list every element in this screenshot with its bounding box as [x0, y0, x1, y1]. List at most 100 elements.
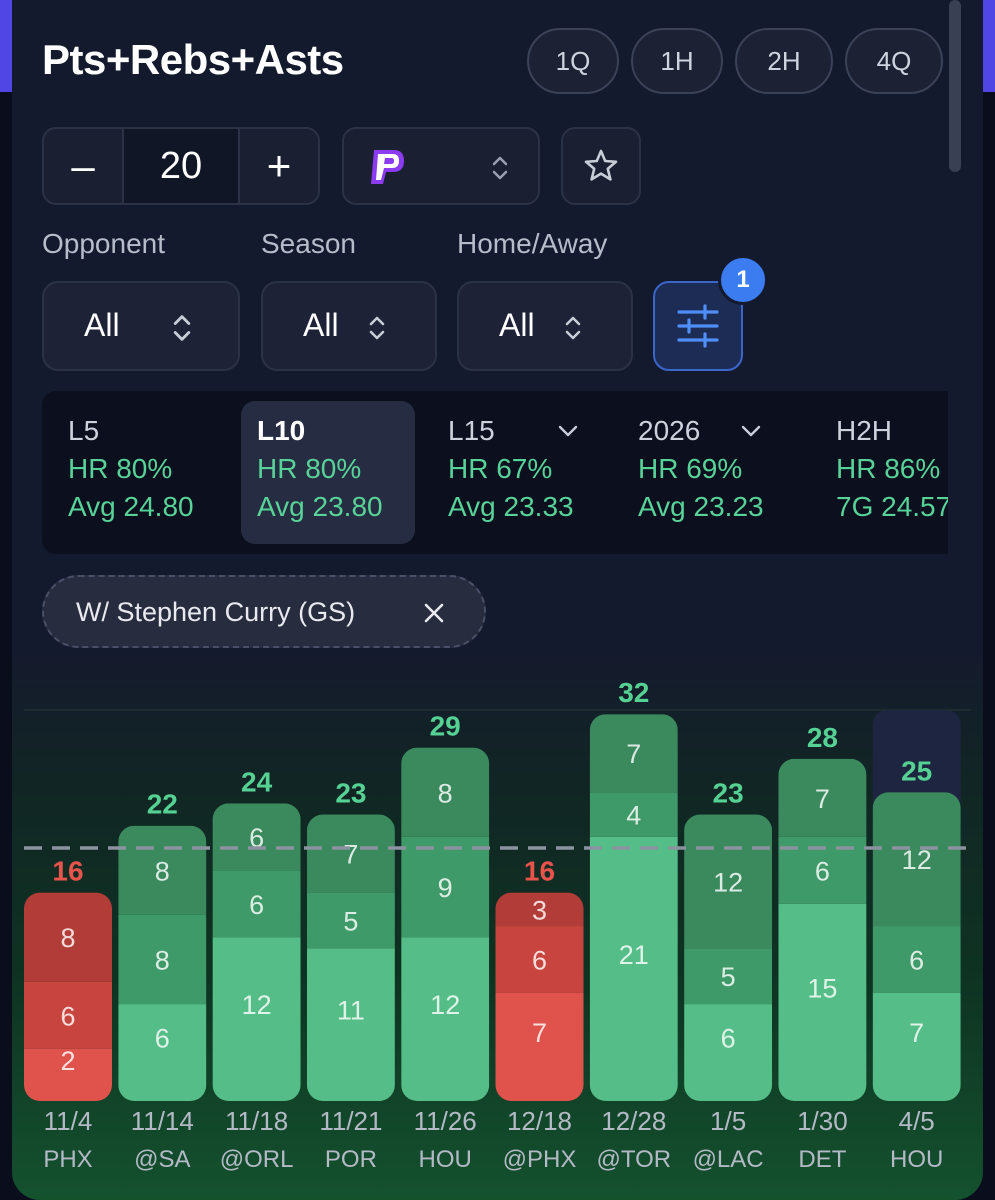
opponent-label: @SA — [134, 1146, 190, 1173]
scrollbar[interactable] — [949, 0, 961, 172]
home-away-label: Home/Away — [457, 228, 608, 259]
bar-segment — [212, 803, 301, 871]
bar-total-label: 24 — [241, 766, 273, 797]
bar-segment — [401, 937, 490, 1101]
bar[interactable] — [306, 814, 395, 1101]
segment-label: 8 — [155, 856, 170, 886]
segment-label: 6 — [721, 1024, 736, 1054]
tab-4q[interactable]: 4Q — [845, 28, 943, 94]
bar-segment — [306, 948, 395, 1101]
stats-strip[interactable]: L5 HR 80% Avg 24.80 L10 HR 80% Avg 23.80… — [42, 391, 948, 554]
opponent-label: DET — [798, 1146, 846, 1173]
home-away-value: All — [499, 307, 535, 343]
bar-segment — [306, 892, 395, 949]
season-select[interactable]: All — [261, 281, 437, 371]
bar-segment — [24, 981, 112, 1049]
segment-label: 3 — [532, 895, 547, 925]
bar-segment — [589, 714, 678, 793]
bar-segment — [872, 792, 961, 927]
sportsbook-select[interactable] — [342, 127, 540, 205]
stat-l5[interactable]: L5 HR 80% Avg 24.80 — [52, 401, 232, 544]
line-stepper: – 20 + — [42, 127, 320, 205]
stat-name: H2H — [836, 415, 893, 446]
bar-total-label: 16 — [52, 856, 83, 887]
bar-total-label: 25 — [901, 755, 932, 786]
star-icon — [584, 149, 618, 181]
bar[interactable] — [872, 792, 961, 1101]
bar[interactable] — [589, 714, 678, 1101]
page-title: Pts+Rebs+Asts — [42, 36, 344, 83]
bar-total-label: 23 — [335, 778, 366, 809]
bar[interactable] — [212, 803, 301, 1101]
bar-total-label: 32 — [618, 677, 649, 708]
stat-l10[interactable]: L10 HR 80% Avg 23.80 — [241, 401, 415, 544]
opponent-label: HOU — [890, 1146, 943, 1173]
segment-label: 7 — [815, 784, 830, 814]
segment-label: 15 — [807, 973, 837, 1003]
bar-segment — [495, 892, 584, 927]
segment-label: 6 — [815, 856, 830, 886]
date-label: 11/18 — [225, 1106, 288, 1136]
chevron-updown-icon — [565, 316, 581, 340]
bar-segment — [589, 792, 678, 837]
chevron-updown-icon — [173, 315, 191, 341]
prizepicks-logo — [371, 150, 404, 184]
opponent-label: @LAC — [693, 1146, 764, 1173]
bar-segment — [24, 1048, 112, 1101]
increment-button[interactable]: + — [266, 142, 292, 189]
segment-label: 11 — [337, 996, 365, 1026]
bar[interactable] — [495, 892, 584, 1101]
stat-average: Avg 23.23 — [638, 491, 764, 522]
opponent-label: HOU — [419, 1146, 472, 1173]
bar[interactable] — [684, 814, 773, 1101]
bar-segment — [401, 836, 490, 938]
bar-chart: 2 6 8 16 11/4 PHX 6 8 8 22 11/14 @SA 12 6 6 24 11/18 @ORL… — [24, 677, 971, 1173]
date-label: 12/28 — [601, 1106, 666, 1136]
stat-average: Avg 24.80 — [68, 491, 194, 522]
sliders-icon — [677, 304, 719, 348]
decrement-button[interactable]: – — [71, 142, 95, 189]
stat-2026[interactable]: 2026 HR 69% Avg 23.23 — [622, 401, 812, 544]
opponent-label: @ORL — [220, 1146, 294, 1173]
bar[interactable] — [24, 892, 112, 1101]
bar-segment — [118, 825, 207, 915]
opponent-label: Opponent — [42, 228, 165, 259]
tab-1h[interactable]: 1H — [631, 28, 723, 94]
stat-h2h[interactable]: H2H HR 86% 7G 24.57 — [820, 401, 948, 544]
segment-label: 6 — [249, 890, 264, 920]
close-icon[interactable] — [420, 599, 448, 627]
opponent-select[interactable]: All — [42, 281, 240, 371]
chevron-updown-icon — [492, 156, 508, 180]
favorite-button[interactable] — [561, 127, 641, 205]
bar-total-label: 29 — [430, 711, 461, 742]
segment-label: 6 — [532, 946, 547, 976]
filter-chip-teammate[interactable]: W/ Stephen Curry (GS) — [42, 575, 486, 648]
tab-2h[interactable]: 2H — [735, 28, 833, 94]
period-tabs: 1Q 1H 2H 4Q — [527, 28, 943, 94]
prop-panel: Pts+Rebs+Asts 1Q 1H 2H 4Q – 20 + Opponen… — [12, 0, 983, 1200]
bar[interactable] — [401, 747, 490, 1101]
home-away-select[interactable]: All — [457, 281, 633, 371]
bar[interactable] — [118, 825, 207, 1101]
segment-label: 8 — [60, 923, 75, 953]
stat-name: L5 — [68, 415, 100, 446]
chevron-down-icon[interactable] — [557, 424, 579, 438]
tab-1q[interactable]: 1Q — [527, 28, 619, 94]
bar-total-label: 28 — [807, 722, 838, 753]
chevron-down-icon[interactable] — [740, 424, 762, 438]
stat-hit-rate: HR 80% — [68, 453, 173, 484]
bar-segment — [495, 926, 584, 993]
stat-l15[interactable]: L15 HR 67% Avg 23.33 — [432, 401, 612, 544]
game-log-chart: 2 6 8 16 11/4 PHX 6 8 8 22 11/14 @SA 12 6 6 24 11/18 @ORL… — [12, 650, 983, 1200]
date-label: 4/5 — [899, 1106, 935, 1136]
bar-segment — [872, 926, 961, 993]
segment-label: 5 — [721, 962, 736, 992]
segment-label: 5 — [343, 906, 358, 936]
line-value[interactable]: 20 — [122, 129, 240, 203]
segment-label: 6 — [249, 823, 264, 853]
bar-segment — [24, 892, 112, 982]
bar-segment — [401, 747, 490, 837]
bar-segment — [589, 836, 678, 1101]
chevron-updown-icon — [369, 316, 385, 340]
segment-label: 8 — [438, 778, 453, 808]
